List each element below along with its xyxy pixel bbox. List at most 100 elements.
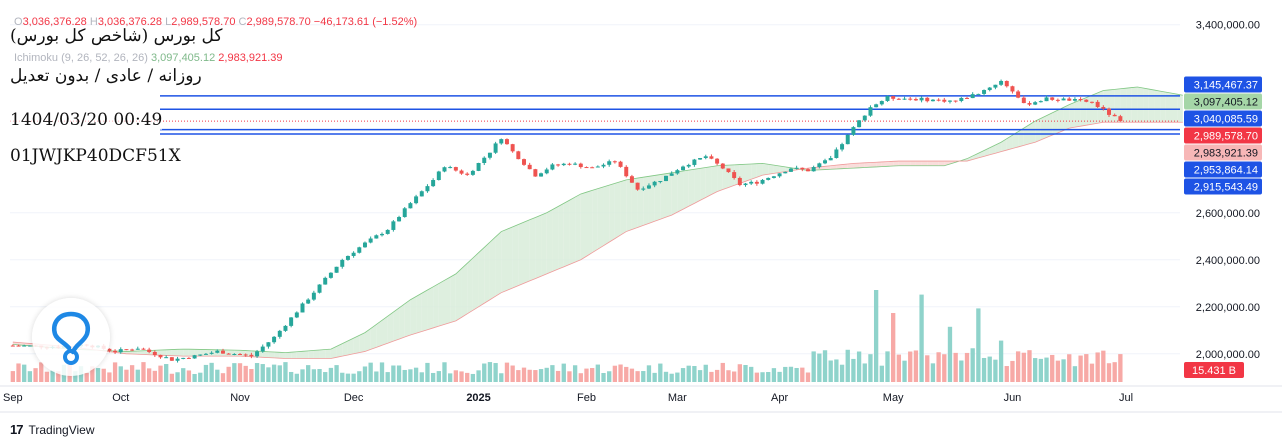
candle-body [669,173,674,176]
candle-body [635,182,640,190]
volume-bar [129,365,135,382]
price-tag [1184,144,1262,161]
cloud-segment [274,352,280,359]
cloud-segment [1057,107,1064,133]
volume-bar [930,363,936,382]
volume-bar [357,371,362,382]
volume-bar [198,372,203,382]
close-value: 2,989,578.70 [246,16,311,28]
cloud-segment [904,161,911,166]
time-axis[interactable]: Sep Oct Nov Dec 2025 Feb Mar Apr May Jun Jul [0,385,1282,413]
cloud-segment [461,263,468,318]
volume-bar [873,290,879,382]
volume-bar [959,360,964,382]
cloud-segment [421,290,428,332]
cloud-segment [586,190,593,257]
volume-bar [947,326,953,382]
cloud-segment [313,349,320,359]
cloud-segment [427,286,434,330]
cloud-segment [677,171,684,213]
candle-body [1033,102,1038,105]
candle-body [896,98,901,100]
volume-bar [1050,354,1055,382]
ichimoku-value-1: 3,097,405.12 [150,52,216,64]
cloud-segment [853,163,860,169]
price-tick-label: 3,400,000.00 [1196,20,1260,32]
cloud-segment [842,163,848,169]
volume-bar [680,368,686,382]
candle-body [743,183,748,186]
candle-body [135,348,140,350]
volume-bar [720,362,725,382]
cloud-segment [268,351,275,358]
volume-bar [56,371,61,382]
price-tag [1184,76,1262,93]
candle-body [147,349,152,352]
volume-bar [419,372,424,382]
volume-bar [141,362,146,382]
volume-bar [249,369,254,382]
volume-bar [811,351,816,382]
high-value: 3,036,376.28 [97,16,163,28]
volume-bar [794,367,799,382]
volume-bar [737,364,742,382]
candle-body [766,177,771,180]
volume-bar [215,369,220,382]
horizontal-levels[interactable] [10,95,1180,135]
candle-body [930,99,935,102]
price-tag [1184,93,1262,110]
cloud-segment [387,312,394,344]
volume-bar [266,367,271,382]
volume-bar [351,373,356,382]
volume-bar [584,368,589,382]
cloud-segment [597,186,604,250]
candle-body [777,173,782,177]
candle-body [1089,101,1094,103]
candle-body [465,173,470,175]
volume-bar [1038,358,1044,382]
cloud-segment [1148,89,1155,123]
price-axis[interactable]: 3,400,000.00 2,600,000.00 2,400,000.00 2,20… [1196,20,1260,361]
volume-bar [84,372,89,382]
volume-bar [925,355,930,382]
cloud-segment [472,252,479,311]
cloud-segment [262,351,269,358]
volume-bar [896,354,902,382]
candle-body [482,157,487,163]
tradingview-footer[interactable]: 17 TradingView [10,422,95,437]
candle-body [891,96,896,99]
cloud-segment [535,215,542,279]
cloud-segment [978,150,985,158]
candle-body [936,99,941,101]
cloud-segment [1012,131,1019,149]
price-tag-label: 2,915,543.49 [1194,182,1258,194]
candle-body [629,176,634,183]
cloud-segment [359,332,365,353]
cloud-segment [603,185,610,246]
volume-bar [902,360,907,382]
volume-bar [237,363,243,382]
volume-bar [527,369,532,382]
ichimoku-readout[interactable]: Ichimoku (9, 26, 52, 26, 26) 3,097,405.1… [14,52,283,64]
watermark-id: 01JWJKP40DCF51X [10,146,181,166]
high-label: H [89,16,98,28]
volume-bar [465,372,470,382]
open-value: 3,036,376.28 [22,16,87,28]
candle-body [573,163,578,165]
cloud-segment [643,176,649,226]
candle-body [198,354,203,356]
volume-bar [124,369,129,382]
candle-body [885,96,890,102]
price-tag-label: 3,040,085.59 [1194,114,1258,126]
candle-body [169,357,174,361]
candle-body [220,350,225,354]
cloud-segment [671,171,678,216]
volume-bar [175,372,180,382]
broker-logo [32,298,110,376]
candle-body [652,181,657,186]
candle-body [959,97,964,101]
cloud-segment [393,307,400,342]
candle-body [987,87,992,91]
volume-bar [408,369,413,382]
